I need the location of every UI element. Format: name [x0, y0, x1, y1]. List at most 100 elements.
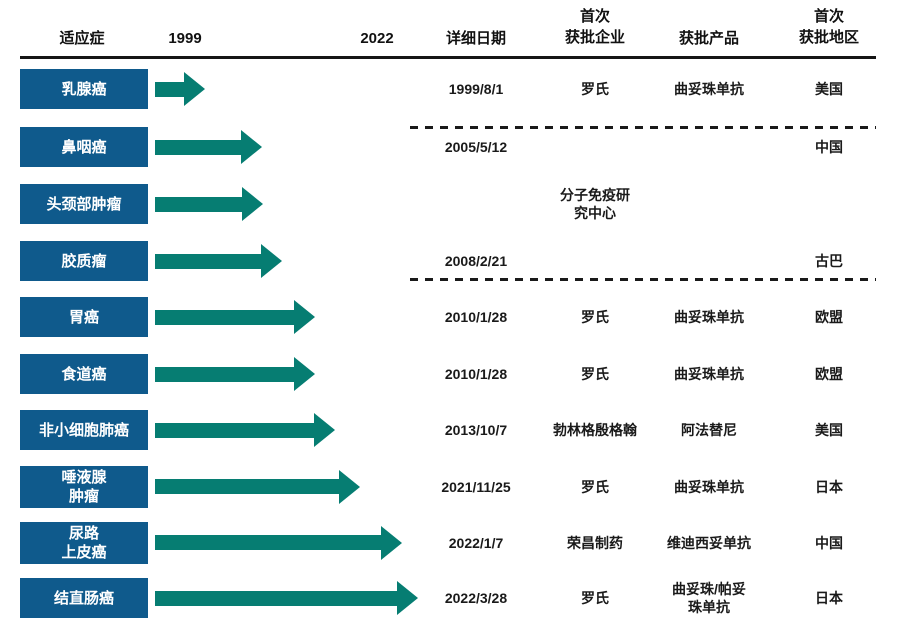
region-cell: 日本: [815, 590, 843, 606]
date-cell: 2010/1/28: [444, 309, 508, 325]
product-cell: [647, 127, 771, 167]
column-header-region: 首次 获批地区: [798, 8, 859, 46]
timeline-arrow: [155, 578, 418, 618]
company-cell: 荣昌制药: [567, 535, 623, 551]
indication-box: 胃癌: [20, 297, 148, 337]
arrow-shaft: [155, 196, 244, 212]
column-header-company: 首次 获批企业: [564, 8, 625, 46]
date-cell: 1999/8/1: [448, 81, 504, 97]
region-cell: 中国: [815, 535, 843, 551]
table-row: 尿路 上皮癌 2022/1/7 荣昌制药 维迪西妥单抗 中国: [0, 522, 897, 564]
company-cell: 罗氏: [581, 366, 609, 382]
arrow-shaft: [155, 422, 316, 438]
table-row: 胃癌 2010/1/28 罗氏 曲妥珠单抗 欧盟: [0, 297, 897, 337]
arrow-head-icon: [339, 470, 360, 504]
region-cell: 日本: [815, 479, 843, 495]
axis-label-year-start: 1999: [168, 30, 202, 47]
product-cell: 阿法替尼: [681, 422, 737, 438]
indication-label: 胃癌: [68, 308, 99, 326]
table-row: 鼻咽癌 2005/5/12 中国: [0, 127, 897, 167]
timeline-arrow: [155, 354, 315, 394]
region-cell: 美国: [815, 422, 843, 438]
table-row: 非小细胞肺癌 2013/10/7 勃林格殷格翰 阿法替尼 美国: [0, 410, 897, 450]
date-cell: 2013/10/7: [444, 422, 508, 438]
product-cell: 曲妥珠/帕妥 珠单抗: [672, 581, 746, 615]
company-cell: 分子免疫研 究中心: [560, 187, 630, 221]
product-cell: 曲妥珠单抗: [674, 81, 744, 97]
company-cell: [533, 241, 657, 281]
table-row: 胶质瘤 2008/2/21 古巴: [0, 241, 897, 281]
date-cell: [416, 184, 536, 224]
arrow-head-icon: [241, 130, 262, 164]
arrow-head-icon: [314, 413, 335, 447]
company-cell: 罗氏: [581, 309, 609, 325]
indication-box: 头颈部肿瘤: [20, 184, 148, 224]
company-cell: 罗氏: [581, 590, 609, 606]
company-cell: 罗氏: [581, 81, 609, 97]
date-cell: 2022/1/7: [448, 535, 504, 551]
table-row: 食道癌 2010/1/28 罗氏 曲妥珠单抗 欧盟: [0, 354, 897, 394]
indication-box: 乳腺癌: [20, 69, 148, 109]
product-cell: 曲妥珠单抗: [674, 479, 744, 495]
region-cell: 古巴: [815, 253, 843, 269]
indication-box: 非小细胞肺癌: [20, 410, 148, 450]
group-separator-top: [410, 126, 876, 129]
arrow-head-icon: [261, 244, 282, 278]
date-cell: 2010/1/28: [444, 366, 508, 382]
company-cell: 罗氏: [581, 479, 609, 495]
timeline-arrow: [155, 127, 262, 167]
region-cell: 中国: [815, 139, 843, 155]
indication-label: 食道癌: [61, 365, 107, 383]
timeline-arrow: [155, 69, 205, 109]
indication-box: 结直肠癌: [20, 578, 148, 618]
product-cell: 曲妥珠单抗: [674, 309, 744, 325]
indication-label: 唾液腺 肿瘤: [61, 469, 107, 505]
date-cell: 2008/2/21: [444, 253, 508, 269]
indication-box: 鼻咽癌: [20, 127, 148, 167]
arrow-shaft: [155, 81, 186, 97]
arrow-head-icon: [184, 72, 205, 106]
date-cell: 2021/11/25: [441, 479, 511, 495]
arrow-shaft: [155, 478, 341, 494]
indication-label: 乳腺癌: [61, 80, 107, 98]
region-cell: 欧盟: [815, 366, 843, 382]
indication-label: 尿路 上皮癌: [61, 525, 107, 561]
indication-label: 头颈部肿瘤: [46, 195, 122, 213]
company-cell: 勃林格殷格翰: [553, 422, 637, 438]
region-cell: [779, 184, 879, 224]
product-cell: [647, 184, 771, 224]
column-header-product: 获批产品: [678, 30, 739, 47]
axis-label-year-end: 2022: [360, 30, 394, 47]
indication-label: 非小细胞肺癌: [38, 421, 129, 439]
timeline-arrow: [155, 522, 402, 564]
table-row: 唾液腺 肿瘤 2021/11/25 罗氏 曲妥珠单抗 日本: [0, 466, 897, 508]
indication-box: 食道癌: [20, 354, 148, 394]
table-row: 头颈部肿瘤 分子免疫研 究中心: [0, 184, 897, 224]
timeline-arrow: [155, 184, 263, 224]
indication-box: 胶质瘤: [20, 241, 148, 281]
product-cell: 维迪西妥单抗: [667, 535, 751, 551]
arrow-head-icon: [397, 581, 418, 615]
arrow-head-icon: [294, 300, 315, 334]
timeline-arrow: [155, 241, 282, 281]
product-cell: [647, 241, 771, 281]
arrow-head-icon: [242, 187, 263, 221]
arrow-shaft: [155, 139, 243, 155]
timeline-arrow: [155, 466, 360, 508]
date-cell: 2022/3/28: [444, 590, 508, 606]
indication-box: 尿路 上皮癌: [20, 522, 148, 564]
table-row: 乳腺癌 1999/8/1 罗氏 曲妥珠单抗 美国: [0, 69, 897, 109]
indication-label: 结直肠癌: [53, 589, 114, 607]
column-header-indication: 适应症: [59, 30, 105, 47]
indication-label: 胶质瘤: [61, 252, 107, 270]
arrow-shaft: [155, 366, 296, 382]
arrow-shaft: [155, 534, 383, 550]
region-cell: 欧盟: [815, 309, 843, 325]
product-cell: 曲妥珠单抗: [674, 366, 744, 382]
table-row: 结直肠癌 2022/3/28 罗氏 曲妥珠/帕妥 珠单抗 日本: [0, 578, 897, 618]
arrow-shaft: [155, 309, 296, 325]
timeline-arrow: [155, 297, 315, 337]
arrow-shaft: [155, 253, 263, 269]
group-separator-bottom: [410, 278, 876, 281]
